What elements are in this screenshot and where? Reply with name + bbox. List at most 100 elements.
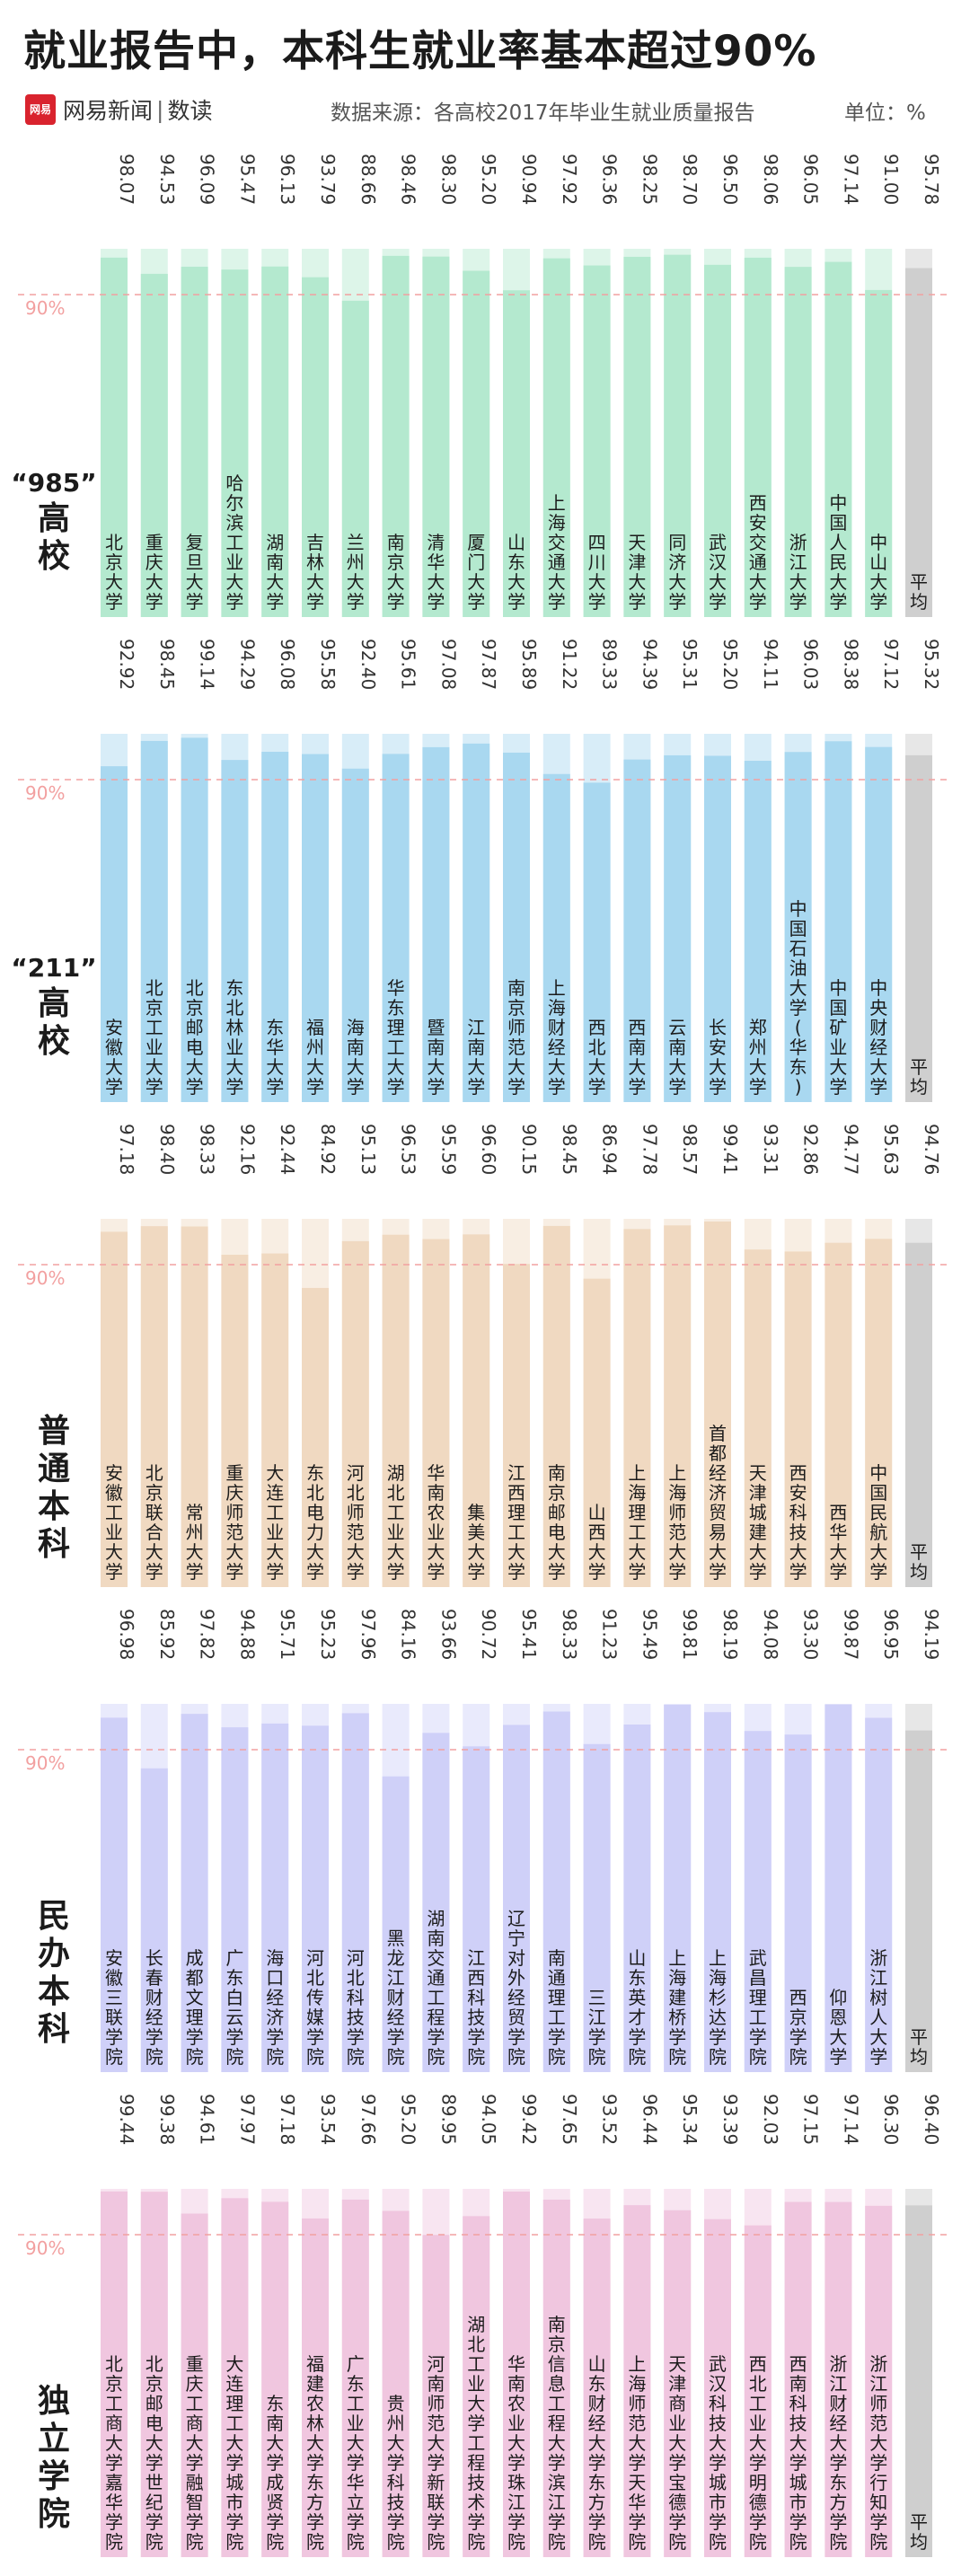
category-label-char: 业 [829,1037,847,1058]
bar [704,1712,731,2072]
average-bar [905,268,932,617]
category-label-char: 贵 [387,2393,405,2414]
value-label: 89.33 [599,639,621,690]
category-label-char: 学 [146,2511,163,2533]
category-label-char: 大 [709,1056,727,1078]
category-label-char: 术 [467,2492,485,2513]
group-label: 校 [38,1023,70,1060]
category-label-char: 学 [427,2026,445,2048]
category-label-char: 三 [588,1987,606,2008]
category-label-char: 学 [668,591,686,613]
category-label-char: 院 [628,2531,646,2553]
category-label-char: 院 [427,2046,445,2068]
category-label-char: 均 [910,591,928,613]
bar [221,2198,249,2557]
bar [341,2199,369,2557]
category-label-char: 都 [186,1967,204,1989]
category-label-char: 大 [387,1056,405,1078]
category-label-char: 上 [548,492,566,514]
category-label-char: 学 [829,2046,847,2068]
group-label: “211” [11,953,96,983]
category-label-char: 上 [548,977,566,999]
value-label: 92.16 [236,1124,258,1175]
bar [181,266,208,617]
category-label-char: 院 [146,2046,163,2068]
bar [302,277,329,617]
category-label-char: 国 [869,1482,887,1504]
chart-section: 92.92安徽大学98.45北京工业大学99.14北京邮电大学94.29东北林业… [11,639,952,1102]
category-label-char: 庆 [146,551,163,573]
category-label-char: 联 [105,2007,123,2028]
threshold-label: 90% [25,1752,65,1774]
category-label-char: 武 [749,1947,767,1969]
threshold-label: 90% [25,2237,65,2259]
category-label-char: 东 [789,1056,807,1078]
value-label: 96.30 [880,2094,902,2145]
bar [784,752,812,1102]
category-label-char: 大 [588,1541,606,1563]
bar [181,1714,208,2072]
group-label: 办 [38,1936,70,1972]
category-label-char: 师 [628,2393,646,2414]
category-label-char: 学 [105,1076,123,1098]
category-label-char: 暨 [427,1017,445,1038]
bar [101,257,128,617]
category-label-char: 学 [146,1076,163,1098]
category-label-char: 黑 [387,1928,405,1949]
category-label-char: 财 [869,1017,887,1038]
category-label-char: 学 [387,2511,405,2533]
category-label-char: 学 [668,2511,686,2533]
value-label: 86.94 [599,1124,621,1175]
category-label-char: 大 [387,1541,405,1563]
category-label-char: 电 [548,1522,566,1543]
category-label-char: 大 [467,571,485,593]
category-label-char: 业 [467,2373,485,2395]
category-label-char: 郑 [749,1017,767,1038]
category-label-char: 对 [507,1947,525,1969]
category-label-char: 大 [829,571,847,593]
value-label: 84.16 [398,1609,419,1660]
category-label-char: 门 [467,551,485,573]
value-label: 96.50 [719,154,741,205]
value-label: 93.52 [599,2094,621,2145]
category-label-char: 京 [105,551,123,573]
value-label: 95.47 [236,154,258,205]
bar [865,289,893,617]
bar [382,2210,410,2557]
category-label-char: 同 [668,532,686,553]
category-label-char: 徽 [105,1037,123,1058]
value-label: 94.39 [639,639,660,690]
category-label-char: 大 [548,1541,566,1563]
category-label-char: 东 [387,997,405,1019]
bar [503,1264,530,1587]
bar [542,2199,570,2557]
category-label-char: 南 [548,1947,566,1969]
category-label-char: 大 [588,1056,606,1078]
category-label-char: 工 [749,2393,767,2414]
category-label-char: 学 [829,2511,847,2533]
category-label-char: 大 [266,571,284,593]
value-label: 97.96 [357,1609,379,1660]
category-label-char: 大 [507,571,525,593]
category-label-char: 中 [829,492,847,514]
category-label-char: 平 [910,571,928,593]
category-label-char: 学 [789,2452,807,2474]
group-label: 独 [38,2383,70,2420]
category-label-char: 口 [266,1967,284,1989]
category-label-char: 华 [266,1037,284,1058]
value-label: 97.15 [800,2094,822,2145]
category-label-char: 西 [789,1462,807,1484]
category-label-char: 旦 [186,551,204,573]
category-label-char: 大 [507,1541,525,1563]
category-label-char: 东 [829,2472,847,2493]
category-label-char: 学 [789,1561,807,1583]
category-label-char: 院 [507,2531,525,2553]
category-label-char: 通 [548,551,566,573]
category-label-char: 学 [668,2452,686,2474]
category-label-char: 海 [628,2373,646,2395]
category-label-char: 院 [266,2531,284,2553]
category-label-char: 京 [387,551,405,573]
bar [422,1733,450,2072]
category-label-char: 江 [548,2492,566,2513]
